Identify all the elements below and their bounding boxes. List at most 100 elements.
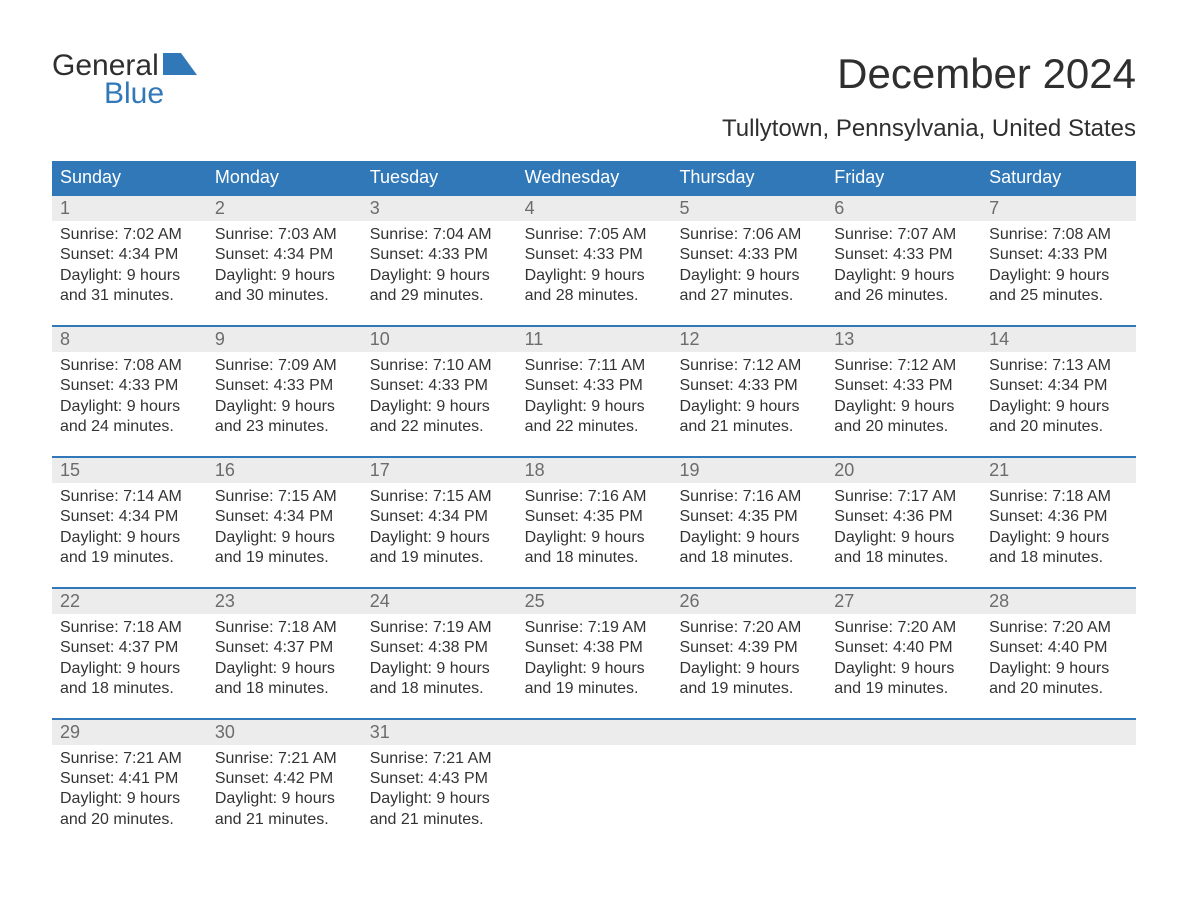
daylight-line-2: and 19 minutes. [370, 548, 509, 568]
daylight-line-1: Daylight: 9 hours [60, 528, 199, 548]
daylight-line-1: Daylight: 9 hours [215, 659, 354, 679]
daybody-row: Sunrise: 7:14 AMSunset: 4:34 PMDaylight:… [52, 483, 1136, 569]
daybody-row: Sunrise: 7:21 AMSunset: 4:41 PMDaylight:… [52, 745, 1136, 831]
daylight-line-1: Daylight: 9 hours [989, 397, 1128, 417]
day-body: Sunrise: 7:14 AMSunset: 4:34 PMDaylight:… [52, 483, 207, 569]
day-body: Sunrise: 7:18 AMSunset: 4:37 PMDaylight:… [52, 614, 207, 700]
sunrise-line: Sunrise: 7:10 AM [370, 356, 509, 376]
daylight-line-2: and 23 minutes. [215, 417, 354, 437]
daylight-line-1: Daylight: 9 hours [215, 397, 354, 417]
location-text: Tullytown, Pennsylvania, United States [52, 115, 1136, 143]
daylight-line-1: Daylight: 9 hours [679, 266, 818, 286]
sunrise-line: Sunrise: 7:11 AM [525, 356, 664, 376]
daylight-line-1: Daylight: 9 hours [215, 266, 354, 286]
daybody-row: Sunrise: 7:18 AMSunset: 4:37 PMDaylight:… [52, 614, 1136, 700]
daylight-line-2: and 19 minutes. [834, 679, 973, 699]
sunrise-line: Sunrise: 7:16 AM [525, 487, 664, 507]
day-body: Sunrise: 7:15 AMSunset: 4:34 PMDaylight:… [362, 483, 517, 569]
day-number: 1 [52, 196, 207, 221]
sunrise-line: Sunrise: 7:12 AM [679, 356, 818, 376]
sunrise-line: Sunrise: 7:09 AM [215, 356, 354, 376]
day-body: Sunrise: 7:09 AMSunset: 4:33 PMDaylight:… [207, 352, 362, 438]
week-row: 22232425262728Sunrise: 7:18 AMSunset: 4:… [52, 587, 1136, 700]
sunrise-line: Sunrise: 7:12 AM [834, 356, 973, 376]
day-body: Sunrise: 7:13 AMSunset: 4:34 PMDaylight:… [981, 352, 1136, 438]
day-number [671, 720, 826, 745]
dow-cell: Monday [207, 161, 362, 194]
day-number: 18 [517, 458, 672, 483]
daylight-line-2: and 21 minutes. [679, 417, 818, 437]
day-body: Sunrise: 7:18 AMSunset: 4:37 PMDaylight:… [207, 614, 362, 700]
day-number: 19 [671, 458, 826, 483]
sunrise-line: Sunrise: 7:18 AM [215, 618, 354, 638]
daylight-line-1: Daylight: 9 hours [370, 789, 509, 809]
week-row: 1234567Sunrise: 7:02 AMSunset: 4:34 PMDa… [52, 194, 1136, 307]
day-number [826, 720, 981, 745]
day-number [981, 720, 1136, 745]
sunset-line: Sunset: 4:34 PM [60, 245, 199, 265]
sunset-line: Sunset: 4:33 PM [525, 245, 664, 265]
day-body: Sunrise: 7:16 AMSunset: 4:35 PMDaylight:… [671, 483, 826, 569]
daylight-line-2: and 22 minutes. [525, 417, 664, 437]
day-number: 27 [826, 589, 981, 614]
day-body: Sunrise: 7:06 AMSunset: 4:33 PMDaylight:… [671, 221, 826, 307]
daylight-line-2: and 29 minutes. [370, 286, 509, 306]
daylight-line-1: Daylight: 9 hours [989, 659, 1128, 679]
sunrise-line: Sunrise: 7:02 AM [60, 225, 199, 245]
dow-cell: Saturday [981, 161, 1136, 194]
daylight-line-1: Daylight: 9 hours [370, 266, 509, 286]
sunset-line: Sunset: 4:43 PM [370, 769, 509, 789]
sunrise-line: Sunrise: 7:03 AM [215, 225, 354, 245]
sunset-line: Sunset: 4:33 PM [215, 376, 354, 396]
day-number: 31 [362, 720, 517, 745]
day-body: Sunrise: 7:03 AMSunset: 4:34 PMDaylight:… [207, 221, 362, 307]
day-body: Sunrise: 7:08 AMSunset: 4:33 PMDaylight:… [52, 352, 207, 438]
daylight-line-1: Daylight: 9 hours [679, 659, 818, 679]
daylight-line-2: and 20 minutes. [989, 417, 1128, 437]
sunset-line: Sunset: 4:34 PM [60, 507, 199, 527]
daylight-line-2: and 31 minutes. [60, 286, 199, 306]
sunset-line: Sunset: 4:33 PM [834, 245, 973, 265]
day-number: 3 [362, 196, 517, 221]
daylight-line-1: Daylight: 9 hours [525, 397, 664, 417]
daylight-line-1: Daylight: 9 hours [370, 528, 509, 548]
day-body: Sunrise: 7:15 AMSunset: 4:34 PMDaylight:… [207, 483, 362, 569]
sunset-line: Sunset: 4:40 PM [989, 638, 1128, 658]
daylight-line-1: Daylight: 9 hours [834, 528, 973, 548]
day-body: Sunrise: 7:12 AMSunset: 4:33 PMDaylight:… [826, 352, 981, 438]
sunrise-line: Sunrise: 7:04 AM [370, 225, 509, 245]
day-number: 28 [981, 589, 1136, 614]
day-body: Sunrise: 7:11 AMSunset: 4:33 PMDaylight:… [517, 352, 672, 438]
daylight-line-2: and 26 minutes. [834, 286, 973, 306]
sunset-line: Sunset: 4:33 PM [60, 376, 199, 396]
sunrise-line: Sunrise: 7:17 AM [834, 487, 973, 507]
day-body: Sunrise: 7:02 AMSunset: 4:34 PMDaylight:… [52, 221, 207, 307]
daylight-line-1: Daylight: 9 hours [989, 266, 1128, 286]
sunset-line: Sunset: 4:34 PM [215, 507, 354, 527]
week-row: 293031Sunrise: 7:21 AMSunset: 4:41 PMDay… [52, 718, 1136, 831]
day-body: Sunrise: 7:21 AMSunset: 4:43 PMDaylight:… [362, 745, 517, 831]
weeks-container: 1234567Sunrise: 7:02 AMSunset: 4:34 PMDa… [52, 194, 1136, 830]
sunrise-line: Sunrise: 7:08 AM [60, 356, 199, 376]
day-number: 21 [981, 458, 1136, 483]
day-body: Sunrise: 7:10 AMSunset: 4:33 PMDaylight:… [362, 352, 517, 438]
brand-logo: General Blue [52, 50, 197, 109]
day-number: 7 [981, 196, 1136, 221]
sunrise-line: Sunrise: 7:06 AM [679, 225, 818, 245]
sunrise-line: Sunrise: 7:20 AM [679, 618, 818, 638]
sunset-line: Sunset: 4:33 PM [679, 376, 818, 396]
daylight-line-1: Daylight: 9 hours [60, 397, 199, 417]
daylight-line-2: and 20 minutes. [60, 810, 199, 830]
sunset-line: Sunset: 4:38 PM [525, 638, 664, 658]
daylight-line-1: Daylight: 9 hours [834, 266, 973, 286]
daylight-line-1: Daylight: 9 hours [60, 789, 199, 809]
sunrise-line: Sunrise: 7:08 AM [989, 225, 1128, 245]
day-number: 8 [52, 327, 207, 352]
day-number: 30 [207, 720, 362, 745]
daylight-line-1: Daylight: 9 hours [215, 528, 354, 548]
day-body [826, 745, 981, 831]
day-body: Sunrise: 7:12 AMSunset: 4:33 PMDaylight:… [671, 352, 826, 438]
day-body [671, 745, 826, 831]
sunrise-line: Sunrise: 7:15 AM [370, 487, 509, 507]
daylight-line-2: and 20 minutes. [834, 417, 973, 437]
